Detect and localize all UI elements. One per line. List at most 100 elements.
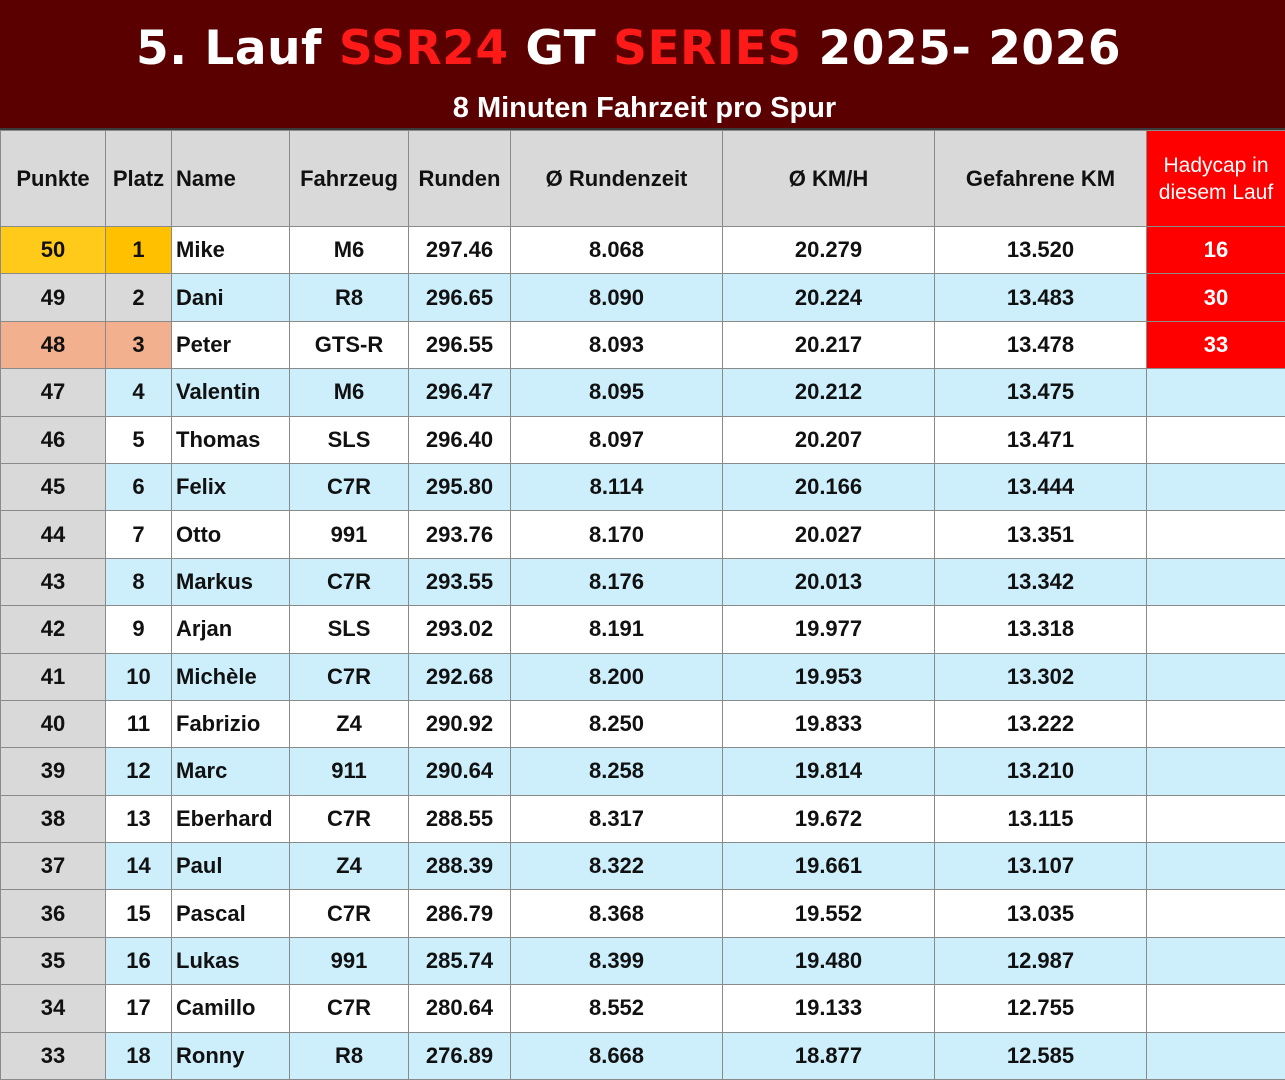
table-row: 49 2 Dani R8 296.65 8.090 20.224 13.483 30 xyxy=(0,273,1285,322)
cell-km-driven: 12.987 xyxy=(934,936,1147,986)
cell-vehicle: SLS xyxy=(289,415,409,464)
cell-place: 8 xyxy=(105,557,172,607)
cell-place: 16 xyxy=(105,936,172,986)
cell-points: 34 xyxy=(0,984,106,1033)
header-avg-laptime: Ø Rundenzeit xyxy=(510,130,723,227)
cell-km-driven: 13.475 xyxy=(934,368,1147,417)
cell-handicap xyxy=(1146,415,1285,464)
cell-vehicle: Z4 xyxy=(289,842,409,891)
cell-handicap xyxy=(1146,699,1285,749)
cell-handicap xyxy=(1146,368,1285,417)
cell-points: 50 xyxy=(0,225,106,275)
cell-vehicle: 991 xyxy=(289,510,409,559)
page-subtitle: 8 Minuten Fahrzeit pro Spur xyxy=(452,92,837,124)
cell-place: 11 xyxy=(105,699,172,749)
header-place: Platz xyxy=(105,130,172,227)
cell-laps: 297.46 xyxy=(408,225,511,275)
cell-km-driven: 13.471 xyxy=(934,415,1147,464)
cell-avg-laptime: 8.250 xyxy=(510,699,723,749)
cell-vehicle: C7R xyxy=(289,462,409,512)
table-row: 33 18 Ronny R8 276.89 8.668 18.877 12.585 xyxy=(0,1031,1285,1080)
cell-km-driven: 13.302 xyxy=(934,652,1147,701)
cell-avg-kmh: 20.013 xyxy=(722,557,935,607)
table-row: 39 12 Marc 911 290.64 8.258 19.814 13.210 xyxy=(0,747,1285,796)
cell-laps: 296.47 xyxy=(408,368,511,417)
cell-avg-kmh: 19.977 xyxy=(722,605,935,654)
results-table: Punkte Platz Name Fahrzeug Runden Ø Rund… xyxy=(0,130,1285,1080)
table-row: 47 4 Valentin M6 296.47 8.095 20.212 13.475 xyxy=(0,368,1285,417)
cell-laps: 292.68 xyxy=(408,652,511,701)
header-handicap: Hadycap in diesem Lauf xyxy=(1146,130,1285,227)
cell-points: 47 xyxy=(0,368,106,417)
cell-handicap xyxy=(1146,605,1285,654)
table-row: 40 11 Fabrizio Z4 290.92 8.250 19.833 13.222 xyxy=(0,699,1285,749)
cell-km-driven: 12.585 xyxy=(934,1031,1147,1080)
table-row: 41 10 Michèle C7R 292.68 8.200 19.953 13.302 xyxy=(0,652,1285,701)
cell-points: 39 xyxy=(0,747,106,796)
cell-points: 49 xyxy=(0,273,106,322)
cell-name: Markus xyxy=(171,557,290,607)
cell-place: 1 xyxy=(105,225,172,275)
cell-laps: 286.79 xyxy=(408,889,511,938)
cell-vehicle: 991 xyxy=(289,936,409,986)
cell-points: 46 xyxy=(0,415,106,464)
table-row: 46 5 Thomas SLS 296.40 8.097 20.207 13.471 xyxy=(0,415,1285,464)
title-part-season: 2025- 2026 xyxy=(801,21,1122,76)
cell-laps: 293.55 xyxy=(408,557,511,607)
cell-avg-laptime: 8.200 xyxy=(510,652,723,701)
cell-name: Ronny xyxy=(171,1031,290,1080)
cell-km-driven: 13.351 xyxy=(934,510,1147,559)
cell-place: 13 xyxy=(105,794,172,844)
cell-place: 4 xyxy=(105,368,172,417)
header-laps: Runden xyxy=(408,130,511,227)
cell-avg-laptime: 8.552 xyxy=(510,984,723,1033)
cell-km-driven: 13.483 xyxy=(934,273,1147,322)
cell-points: 35 xyxy=(0,936,106,986)
cell-avg-laptime: 8.176 xyxy=(510,557,723,607)
cell-avg-laptime: 8.068 xyxy=(510,225,723,275)
title-banner: 5. Lauf SSR24 GT SERIES 2025- 2026 8 Min… xyxy=(0,0,1285,130)
cell-km-driven: 13.520 xyxy=(934,225,1147,275)
cell-km-driven: 13.318 xyxy=(934,605,1147,654)
cell-avg-kmh: 19.133 xyxy=(722,984,935,1033)
table-row: 42 9 Arjan SLS 293.02 8.191 19.977 13.318 xyxy=(0,605,1285,654)
results-body: 50 1 Mike M6 297.46 8.068 20.279 13.520 16 49 2 Dan… xyxy=(0,225,1285,1080)
header-km-driven: Gefahrene KM xyxy=(934,130,1147,227)
cell-place: 2 xyxy=(105,273,172,322)
cell-avg-laptime: 8.668 xyxy=(510,1031,723,1080)
cell-place: 12 xyxy=(105,747,172,796)
cell-laps: 288.39 xyxy=(408,842,511,891)
cell-place: 15 xyxy=(105,889,172,938)
cell-avg-kmh: 20.212 xyxy=(722,368,935,417)
cell-points: 33 xyxy=(0,1031,106,1080)
cell-handicap xyxy=(1146,557,1285,607)
cell-laps: 296.65 xyxy=(408,273,511,322)
cell-vehicle: GTS-R xyxy=(289,320,409,370)
page-title: 5. Lauf SSR24 GT SERIES 2025- 2026 xyxy=(136,18,1121,80)
header-points: Punkte xyxy=(0,130,106,227)
cell-name: Marc xyxy=(171,747,290,796)
table-row: 36 15 Pascal C7R 286.79 8.368 19.552 13.035 xyxy=(0,889,1285,938)
cell-handicap xyxy=(1146,889,1285,938)
cell-place: 9 xyxy=(105,605,172,654)
cell-avg-kmh: 19.552 xyxy=(722,889,935,938)
table-row: 45 6 Felix C7R 295.80 8.114 20.166 13.444 xyxy=(0,462,1285,512)
cell-place: 7 xyxy=(105,510,172,559)
cell-avg-laptime: 8.317 xyxy=(510,794,723,844)
cell-handicap xyxy=(1146,510,1285,559)
cell-km-driven: 13.115 xyxy=(934,794,1147,844)
cell-avg-kmh: 20.207 xyxy=(722,415,935,464)
cell-vehicle: R8 xyxy=(289,273,409,322)
cell-handicap: 33 xyxy=(1146,320,1285,370)
cell-vehicle: C7R xyxy=(289,652,409,701)
table-row: 43 8 Markus C7R 293.55 8.176 20.013 13.342 xyxy=(0,557,1285,607)
cell-avg-kmh: 19.953 xyxy=(722,652,935,701)
cell-handicap xyxy=(1146,1031,1285,1080)
cell-laps: 280.64 xyxy=(408,984,511,1033)
title-part-gt: GT xyxy=(508,21,614,76)
cell-avg-kmh: 19.833 xyxy=(722,699,935,749)
cell-laps: 296.40 xyxy=(408,415,511,464)
cell-place: 17 xyxy=(105,984,172,1033)
cell-name: Otto xyxy=(171,510,290,559)
table-row: 38 13 Eberhard C7R 288.55 8.317 19.672 13.115 xyxy=(0,794,1285,844)
